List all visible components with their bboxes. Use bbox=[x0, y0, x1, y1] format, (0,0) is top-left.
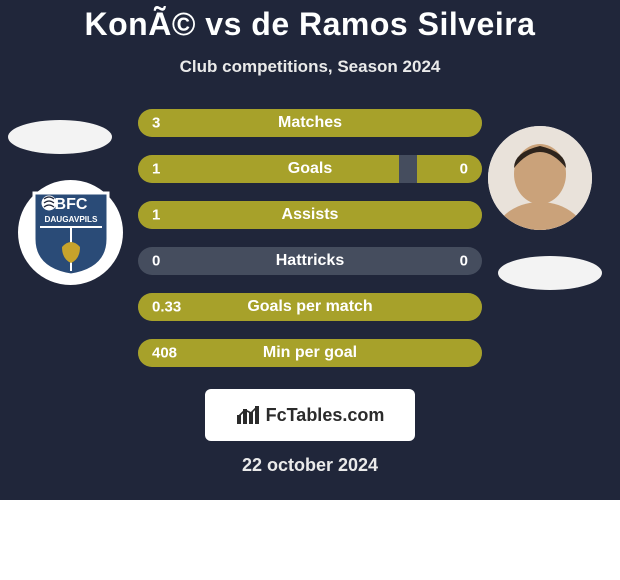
avatar-placeholder-icon bbox=[488, 126, 592, 230]
stat-row: 1 0 Goals bbox=[138, 155, 482, 183]
stat-row: 408 Min per goal bbox=[138, 339, 482, 367]
stat-label: Matches bbox=[278, 114, 342, 132]
stat-row: 1 Assists bbox=[138, 201, 482, 229]
player-left-chip bbox=[8, 120, 112, 154]
stat-value-left: 1 bbox=[152, 161, 160, 178]
stat-label: Min per goal bbox=[263, 344, 357, 362]
shield-text-bottom: DAUGAVPILS bbox=[44, 215, 98, 224]
shield-text-top: BFC bbox=[54, 196, 87, 213]
club-badge-left: BFC DAUGAVPILS bbox=[18, 180, 123, 285]
player-right-chip bbox=[498, 256, 602, 290]
stat-label: Goals bbox=[288, 160, 332, 178]
club-shield-icon: BFC DAUGAVPILS bbox=[32, 189, 110, 277]
brand-text: FcTables.com bbox=[266, 405, 385, 426]
stat-row: 0.33 Goals per match bbox=[138, 293, 482, 321]
stat-value-left: 408 bbox=[152, 345, 177, 362]
stat-label: Goals per match bbox=[247, 298, 372, 316]
stat-value-left: 0.33 bbox=[152, 299, 181, 316]
stat-row: 3 Matches bbox=[138, 109, 482, 137]
stat-value-left: 0 bbox=[152, 253, 160, 270]
brand-badge: FcTables.com bbox=[205, 389, 415, 441]
stat-label: Hattricks bbox=[276, 252, 344, 270]
page-title: KonÃ© vs de Ramos Silveira bbox=[0, 0, 620, 43]
stat-row: 0 0 Hattricks bbox=[138, 247, 482, 275]
page-subtitle: Club competitions, Season 2024 bbox=[0, 57, 620, 77]
stat-label: Assists bbox=[282, 206, 339, 224]
stat-value-right: 0 bbox=[460, 161, 468, 178]
footer-date: 22 october 2024 bbox=[0, 455, 620, 476]
brand-bars-icon bbox=[236, 405, 260, 425]
stat-value-left: 1 bbox=[152, 207, 160, 224]
stat-value-right: 0 bbox=[460, 253, 468, 270]
player-right-avatar bbox=[488, 126, 592, 230]
comparison-card: KonÃ© vs de Ramos Silveira Club competit… bbox=[0, 0, 620, 500]
stat-value-left: 3 bbox=[152, 115, 160, 132]
